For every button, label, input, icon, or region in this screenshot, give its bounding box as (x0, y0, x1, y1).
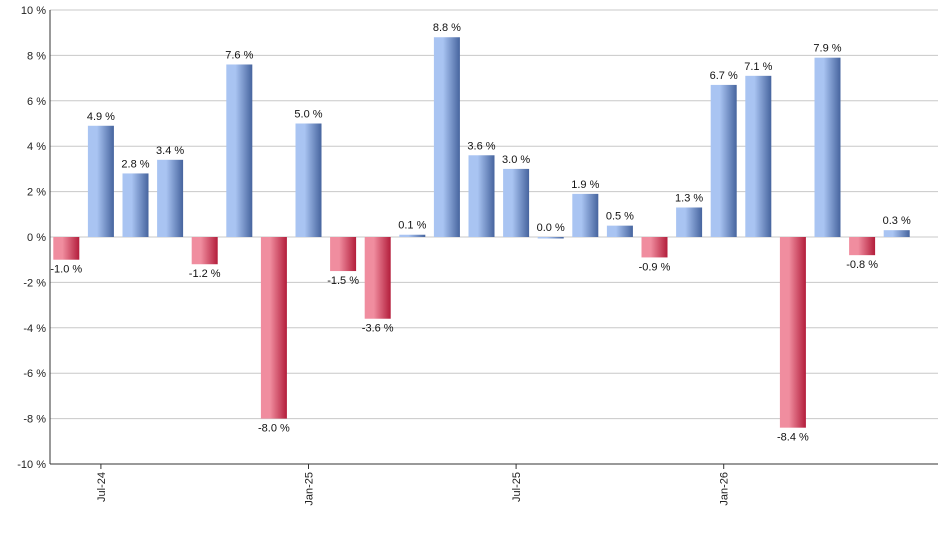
data-label: -0.9 % (639, 261, 671, 273)
x-tick-label: Jan-25 (304, 472, 316, 506)
bar (122, 173, 149, 237)
data-label: 4.9 % (87, 111, 115, 123)
bar (157, 159, 184, 237)
data-label: 1.3 % (675, 192, 703, 204)
data-label: -8.4 % (777, 432, 809, 444)
x-tick-label: Jul-24 (96, 472, 108, 502)
y-tick-label: -2 % (23, 277, 46, 289)
y-tick-label: 10 % (21, 5, 46, 17)
bar (330, 237, 357, 272)
data-label: 0.0 % (537, 222, 565, 234)
data-label: -1.5 % (327, 275, 359, 287)
data-label: 3.0 % (502, 154, 530, 166)
bar (191, 237, 218, 265)
data-label: -3.6 % (362, 323, 394, 335)
bar (537, 237, 564, 239)
y-tick-label: 0 % (27, 232, 46, 244)
y-tick-label: -6 % (23, 368, 46, 380)
bars (53, 37, 910, 428)
x-tick-label: Jan-26 (719, 472, 731, 506)
y-tick-label: -8 % (23, 414, 46, 426)
bar (572, 193, 599, 237)
data-label: 6.7 % (710, 70, 738, 82)
data-label: 7.6 % (225, 49, 253, 61)
x-tick-label: Jul-25 (511, 472, 523, 502)
data-label: 0.1 % (398, 220, 426, 232)
bar (745, 75, 772, 237)
bar (433, 37, 460, 237)
data-label: 2.8 % (121, 158, 149, 170)
bar (814, 57, 841, 237)
bar (676, 207, 703, 237)
bar (226, 64, 253, 237)
y-tick-label: 2 % (27, 187, 46, 199)
y-tick-label: 4 % (27, 141, 46, 153)
y-tick-label: 6 % (27, 96, 46, 108)
data-label: 0.3 % (883, 215, 911, 227)
data-label: 7.1 % (744, 61, 772, 73)
y-tick-label: -10 % (17, 459, 46, 471)
bar (779, 237, 806, 428)
bar (260, 237, 287, 419)
bar (849, 237, 876, 256)
bar (641, 237, 668, 258)
bar (468, 155, 495, 237)
axes (49, 10, 938, 469)
bar (364, 237, 391, 319)
bar (53, 237, 80, 260)
y-tick-label: -4 % (23, 323, 46, 335)
bar (295, 123, 322, 237)
data-label: 3.6 % (467, 140, 495, 152)
data-label: 3.4 % (156, 145, 184, 157)
bar (883, 230, 910, 237)
data-label: -1.2 % (189, 268, 221, 280)
bar (399, 234, 426, 237)
y-tick-label: 8 % (27, 50, 46, 62)
data-label: 1.9 % (571, 179, 599, 191)
data-label: -8.0 % (258, 423, 290, 435)
data-label: -0.8 % (846, 259, 878, 271)
data-label: 7.9 % (813, 43, 841, 55)
data-label: 8.8 % (433, 22, 461, 34)
bar (87, 125, 114, 237)
data-label: 5.0 % (294, 109, 322, 121)
labels: -10 % -8 % -6 % -4 % -2 % 0 % 2 % 4 % 6 % 8 % 10 %… (17, 5, 911, 506)
bar (710, 84, 737, 237)
bar (503, 168, 530, 237)
data-label: -1.0 % (50, 264, 82, 276)
bar (606, 225, 633, 237)
data-label: 0.5 % (606, 211, 634, 223)
